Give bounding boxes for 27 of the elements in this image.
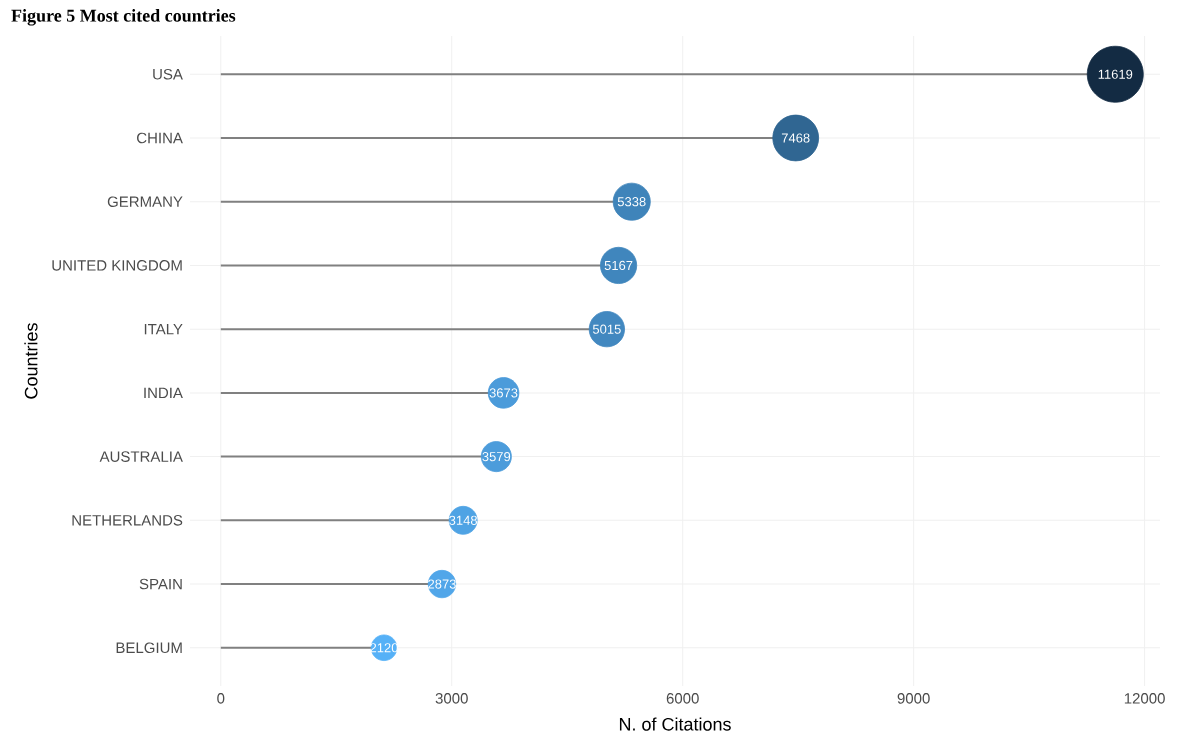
- y-axis-title: Countries: [24, 323, 38, 399]
- y-tick-label: CHINA: [137, 132, 183, 144]
- y-tick-label: BELGIUM: [116, 642, 182, 654]
- y-tick-label: NETHERLANDS: [72, 515, 183, 526]
- data-label: 5338: [617, 197, 646, 207]
- x-tick-label: 12000: [1124, 693, 1165, 704]
- data-label: 5167: [604, 260, 633, 271]
- y-tick-label: USA: [153, 68, 183, 80]
- data-label: 3148: [449, 515, 478, 525]
- x-axis-title: N. of Citations: [619, 717, 731, 731]
- y-tick-label: GERMANY: [107, 196, 183, 208]
- y-tick-label: INDIA: [144, 387, 183, 399]
- data-label: 3579: [482, 452, 511, 462]
- data-label: 7468: [781, 133, 810, 143]
- chart-title: Figure 5 Most cited countries: [11, 9, 236, 26]
- y-tick-label: AUSTRALIA: [99, 451, 183, 462]
- x-tick-label: 0: [217, 693, 225, 704]
- y-tick-label: UNITED KINGDOM: [52, 260, 182, 271]
- x-tick-label: 6000: [666, 693, 699, 704]
- data-label: 3673: [489, 388, 518, 398]
- y-tick-label: ITALY: [144, 323, 183, 335]
- y-tick-label: SPAIN: [139, 578, 182, 590]
- data-label: 5015: [592, 324, 621, 334]
- x-tick-label: 3000: [435, 693, 468, 704]
- data-label: 11619: [1098, 69, 1133, 79]
- data-label: 2873: [428, 579, 456, 589]
- x-tick-label: 9000: [897, 693, 930, 704]
